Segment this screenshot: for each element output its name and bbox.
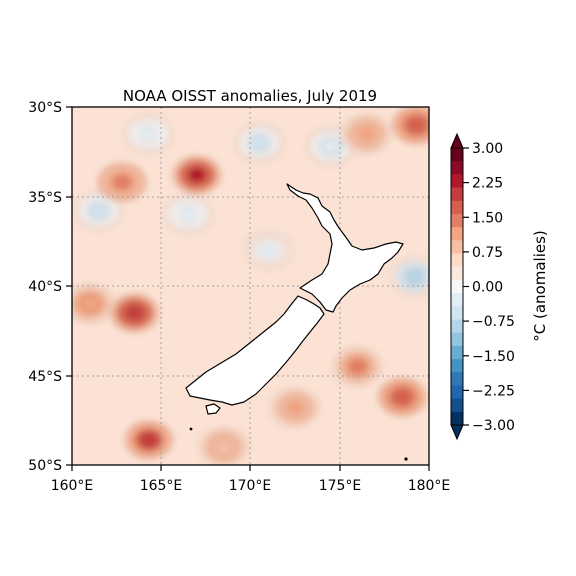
anomaly-contour xyxy=(90,203,108,218)
colorbar-band xyxy=(451,227,463,241)
anomaly-contour xyxy=(393,389,411,405)
colorbar-tick-label: −0.75 xyxy=(472,314,515,330)
colorbar-band xyxy=(451,345,463,360)
x-tick-label: 175°E xyxy=(319,478,362,494)
anomaly-contour xyxy=(140,126,158,141)
colorbar-tick-label: 1.50 xyxy=(472,210,503,226)
south-island xyxy=(185,295,325,406)
small-island xyxy=(189,427,193,431)
anomaly-contour xyxy=(215,440,233,455)
north-island xyxy=(286,183,404,313)
anomaly-contour xyxy=(348,359,367,374)
colorbar-band xyxy=(451,240,463,255)
x-tick-label: 170°E xyxy=(229,478,272,494)
colorbar-tick-label: 0.00 xyxy=(472,280,503,296)
colorbar-band xyxy=(451,279,463,294)
anomaly-contour xyxy=(250,135,269,150)
colorbar-tick-label: 3.00 xyxy=(472,141,503,157)
colorbar-band xyxy=(451,372,463,387)
map-title: NOAA OISST anomalies, July 2019 xyxy=(123,87,377,105)
anomaly-contour xyxy=(357,126,376,141)
anomaly-contour xyxy=(286,400,304,415)
stewart-island xyxy=(205,403,221,415)
colorbar-band xyxy=(451,385,463,400)
small-island xyxy=(404,457,408,461)
y-tick-label: 40°S xyxy=(28,279,62,295)
colorbar-band xyxy=(451,398,463,413)
map-area xyxy=(72,107,429,465)
colorbar-band xyxy=(451,148,463,162)
new-zealand-land xyxy=(185,183,404,415)
x-axis xyxy=(71,465,430,471)
anomaly-contour xyxy=(188,167,206,183)
anomaly-contour xyxy=(322,139,340,154)
anomaly-contour xyxy=(125,305,144,320)
colorbar-extend-max xyxy=(450,132,464,149)
colorbar-bands xyxy=(451,148,463,426)
colorbar-band xyxy=(451,213,463,228)
y-tick-label: 35°S xyxy=(28,190,62,206)
colorbar-band xyxy=(451,319,463,334)
anomaly-contour xyxy=(259,243,278,258)
colorbar-band xyxy=(451,161,463,175)
colorbar-tick-label: −1.50 xyxy=(472,349,515,365)
colorbar: 3.00 2.25 1.50 0.75 0.00 −0.75 −1.50 −2.… xyxy=(450,132,549,441)
anomaly-contour xyxy=(407,117,426,133)
colorbar-tick-label: 0.75 xyxy=(472,245,503,261)
anomaly-contour xyxy=(113,175,131,190)
colorbar-band xyxy=(451,253,463,268)
x-tick-label: 180°E xyxy=(408,478,451,494)
colorbar-band xyxy=(451,293,463,307)
colorbar-band xyxy=(451,187,463,202)
anomaly-contour xyxy=(179,207,197,222)
anomaly-contour xyxy=(406,269,424,285)
y-tick-label: 50°S xyxy=(28,458,62,474)
colorbar-label: °C (anomalies) xyxy=(531,230,549,342)
colorbar-tick-label: −3.00 xyxy=(472,418,515,434)
y-tick-label: 45°S xyxy=(28,369,62,385)
colorbar-band xyxy=(451,200,463,215)
colorbar-tick-label: 2.25 xyxy=(472,176,503,192)
anomaly-field xyxy=(72,107,429,465)
colorbar-band xyxy=(451,266,463,281)
colorbar-extend-min xyxy=(450,424,464,441)
colorbar-band xyxy=(451,306,463,321)
anomaly-contour xyxy=(140,432,158,447)
colorbar-tick-label: −2.25 xyxy=(472,383,515,399)
colorbar-band xyxy=(451,359,463,373)
anomaly-contour xyxy=(81,296,99,311)
x-tick-label: 165°E xyxy=(140,478,183,494)
colorbar-band xyxy=(451,332,463,347)
colorbar-band xyxy=(451,174,463,189)
y-tick-label: 30°S xyxy=(28,100,62,116)
x-tick-label: 160°E xyxy=(51,478,94,494)
y-axis xyxy=(66,106,72,466)
colorbar-band xyxy=(451,411,463,426)
